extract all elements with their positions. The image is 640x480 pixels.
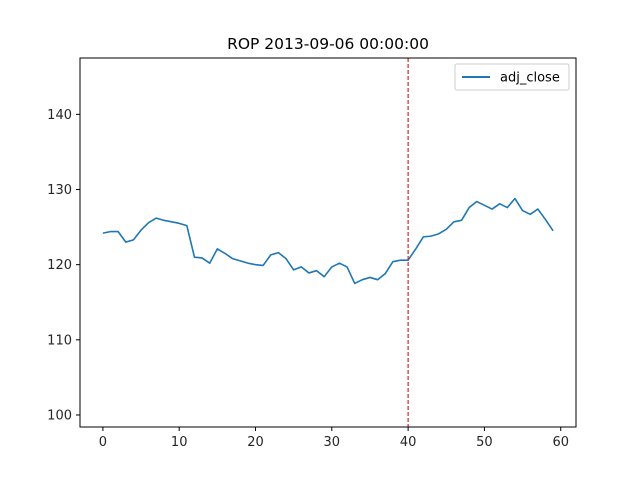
- data-point: [224, 253, 226, 255]
- x-tick-label: 30: [324, 435, 341, 450]
- data-point: [453, 221, 455, 223]
- data-point: [247, 262, 249, 264]
- data-point: [514, 198, 516, 200]
- x-tick-label: 60: [552, 435, 569, 450]
- data-point: [499, 203, 501, 205]
- data-point: [476, 201, 478, 203]
- data-point: [362, 279, 364, 281]
- data-point: [262, 265, 264, 267]
- data-point: [239, 260, 241, 262]
- data-point: [110, 231, 112, 233]
- data-point: [285, 258, 287, 260]
- data-point: [323, 276, 325, 278]
- legend: adj_close: [454, 63, 570, 91]
- data-point: [186, 225, 188, 227]
- data-point: [507, 207, 509, 209]
- data-point: [415, 248, 417, 250]
- data-point: [484, 205, 486, 207]
- data-point: [201, 257, 203, 259]
- data-point: [438, 233, 440, 235]
- data-point: [270, 254, 272, 256]
- y-tick-label: 110: [47, 333, 72, 348]
- x-tick-label: 20: [247, 435, 264, 450]
- data-point: [552, 230, 554, 232]
- data-point: [171, 221, 173, 223]
- data-point: [384, 273, 386, 275]
- y-tick-label: 130: [47, 183, 72, 198]
- data-point: [346, 266, 348, 268]
- data-point: [316, 270, 318, 272]
- data-point: [133, 239, 135, 241]
- data-point: [178, 223, 180, 225]
- x-tick-label: 40: [400, 435, 417, 450]
- data-point: [163, 220, 165, 222]
- data-point: [445, 229, 447, 231]
- data-point: [331, 266, 333, 268]
- data-point: [308, 272, 310, 274]
- x-tick-label: 0: [99, 435, 107, 450]
- data-point: [148, 222, 150, 224]
- x-tick-label: 10: [171, 435, 188, 450]
- legend-label-adj-close: adj_close: [500, 71, 560, 86]
- data-point: [293, 269, 295, 271]
- plot-area: [102, 58, 554, 427]
- data-point: [278, 252, 280, 254]
- x-tick-label: 50: [476, 435, 493, 450]
- data-point: [400, 259, 402, 261]
- data-point: [339, 262, 341, 264]
- data-point: [217, 248, 219, 250]
- data-point: [369, 277, 371, 279]
- data-point: [102, 232, 104, 234]
- y-tick-label: 100: [47, 408, 72, 423]
- data-point: [255, 264, 257, 266]
- data-point: [232, 258, 234, 260]
- chart-title: ROP 2013-09-06 00:00:00: [227, 35, 429, 53]
- data-point: [491, 208, 493, 210]
- data-point: [354, 283, 356, 285]
- data-point: [392, 261, 394, 263]
- data-point: [194, 256, 196, 258]
- data-point: [377, 279, 379, 281]
- data-point: [537, 208, 539, 210]
- legend-box: [454, 63, 570, 91]
- data-point: [529, 214, 531, 216]
- y-tick-label: 140: [47, 108, 72, 123]
- data-point: [156, 217, 158, 219]
- data-point: [430, 235, 432, 237]
- data-point: [209, 262, 211, 264]
- data-point: [117, 231, 119, 233]
- series-line-adj-close: [102, 197, 554, 285]
- axes: 0 10 20 30 40 50 60 100 110 120 130 140: [47, 57, 577, 450]
- y-tick-label: 120: [47, 258, 72, 273]
- data-point: [140, 229, 142, 231]
- data-point: [423, 236, 425, 238]
- data-point: [461, 220, 463, 222]
- axes-frame: [79, 57, 577, 428]
- data-point: [300, 266, 302, 268]
- data-point: [545, 219, 547, 221]
- data-point: [468, 207, 470, 209]
- data-point: [125, 241, 127, 243]
- data-point: [522, 210, 524, 212]
